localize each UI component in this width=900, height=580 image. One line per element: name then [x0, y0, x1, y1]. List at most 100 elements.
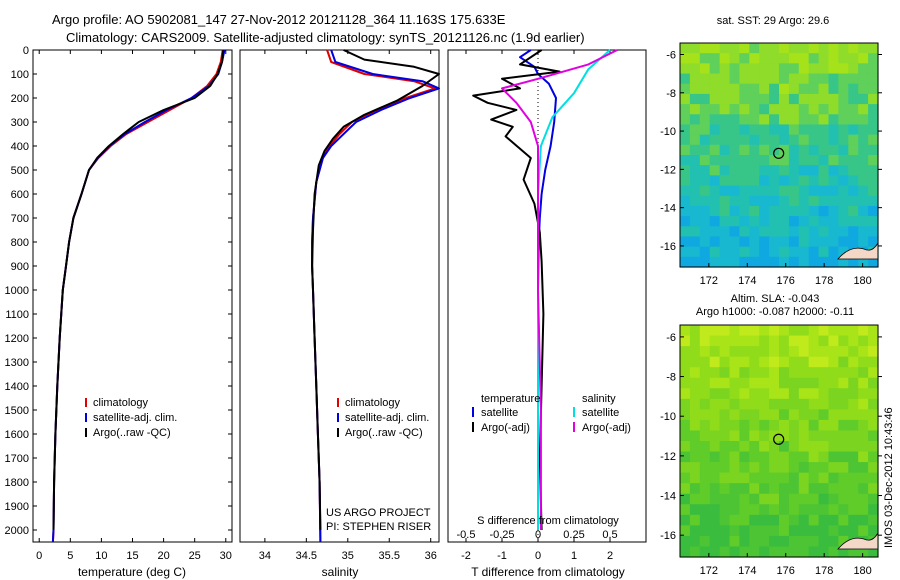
- map-cell: [719, 441, 731, 453]
- map-cell: [798, 43, 810, 54]
- map-cell: [848, 43, 859, 54]
- map-cell: [759, 185, 770, 197]
- map-cell: [858, 525, 869, 537]
- map-cell: [788, 73, 800, 85]
- map-cell: [709, 63, 721, 75]
- map-cell: [759, 409, 770, 421]
- map-cell: [689, 134, 701, 146]
- map-cell: [719, 377, 731, 389]
- map-cell: [759, 144, 770, 156]
- map-cell: [828, 535, 839, 548]
- map-cell: [739, 175, 750, 187]
- map-cell: [719, 155, 731, 166]
- map-cell: [858, 104, 869, 115]
- map-cell: [759, 104, 770, 115]
- map-cell: [699, 216, 711, 227]
- map-cell: [868, 546, 879, 558]
- map-cell: [818, 236, 830, 248]
- map-cell: [749, 216, 760, 227]
- map-cell: [848, 335, 859, 347]
- map-cell: [749, 504, 760, 516]
- map-cell: [788, 83, 800, 95]
- temperature-xlabel: temperature (deg C): [78, 565, 186, 579]
- map-cell: [680, 155, 691, 166]
- x-tick-label: 35.5: [379, 550, 400, 562]
- map-cell: [818, 216, 830, 227]
- map-cell: [868, 256, 879, 268]
- x-tick-label: 10: [95, 550, 107, 562]
- map-cell: [719, 83, 731, 95]
- map-cell: [719, 483, 731, 495]
- map-y-tick-label: -10: [660, 126, 676, 138]
- map-cell: [709, 398, 721, 410]
- map-cell: [798, 388, 810, 400]
- map-cell: [759, 114, 770, 126]
- map-cell: [838, 216, 849, 227]
- map-cell: [689, 335, 701, 347]
- map-cell: [788, 335, 800, 347]
- map-cell: [798, 546, 810, 558]
- map-cell: [719, 195, 731, 207]
- map-cell: [769, 226, 780, 238]
- map-cell: [689, 367, 701, 379]
- map-cell: [858, 73, 869, 85]
- map-cell: [729, 419, 740, 432]
- map-cell: [798, 335, 810, 347]
- map-cell: [798, 451, 810, 463]
- map-cell: [848, 514, 859, 526]
- map-cell: [749, 377, 760, 389]
- map-x-tick-label: 172: [700, 275, 718, 287]
- map-cell: [808, 493, 820, 505]
- map-y-tick-label: -6: [666, 332, 676, 344]
- map-cell: [838, 514, 849, 526]
- map-cell: [838, 144, 849, 156]
- map-cell: [788, 104, 800, 115]
- map-cell: [808, 124, 820, 136]
- y-tick-label: 1900: [5, 501, 29, 513]
- map-cell: [779, 205, 790, 217]
- map-cell: [759, 325, 770, 337]
- map-cell: [739, 462, 750, 474]
- map-cell: [769, 356, 780, 368]
- map-cell: [719, 388, 731, 400]
- map-cell: [848, 451, 859, 463]
- map-cell: [868, 165, 879, 176]
- map-cell: [680, 367, 691, 379]
- x-tick-label: 1: [571, 550, 577, 562]
- map-cell: [838, 93, 849, 105]
- map-cell: [828, 377, 839, 389]
- map-cell: [699, 134, 711, 146]
- map-cell: [828, 73, 839, 85]
- map-cell: [680, 346, 691, 358]
- map-cell: [779, 73, 790, 85]
- map-cell: [680, 430, 691, 442]
- map-cell: [858, 124, 869, 136]
- sla-map-subtitle: Argo h1000: -0.087 h2000: -0.11: [696, 306, 854, 318]
- map-cell: [719, 226, 731, 238]
- map-y-tick-label: -14: [660, 491, 676, 503]
- map-cell: [808, 514, 820, 526]
- map-cell: [848, 325, 859, 337]
- map-cell: [699, 356, 711, 368]
- map-cell: [828, 441, 839, 453]
- legend-satellite-label: satellite-adj. clim.: [93, 412, 177, 424]
- y-tick-label: 200: [11, 93, 29, 105]
- map-cell: [729, 63, 740, 75]
- map-cell: [798, 216, 810, 227]
- map-cell: [848, 175, 859, 187]
- map-cell: [848, 205, 859, 217]
- map-cell: [699, 535, 711, 548]
- map-cell: [749, 195, 760, 207]
- map-cell: [739, 367, 750, 379]
- y-tick-label: 900: [11, 261, 29, 273]
- difference-axes-frame: [447, 49, 647, 543]
- sla-map-title: Altim. SLA: -0.043: [731, 293, 820, 305]
- salinity-legend: climatology satellite-adj. clim. Argo(..…: [337, 397, 429, 439]
- map-cell: [868, 144, 879, 156]
- map-cell: [739, 43, 750, 54]
- map-cell: [838, 346, 849, 358]
- sst-map-panel: sat. SST: 29 Argo: 29.6 172 174 176 178 180 -…: [660, 15, 882, 287]
- map-cell: [838, 430, 849, 442]
- y-tick-label: 300: [11, 117, 29, 129]
- map-cell: [739, 388, 750, 400]
